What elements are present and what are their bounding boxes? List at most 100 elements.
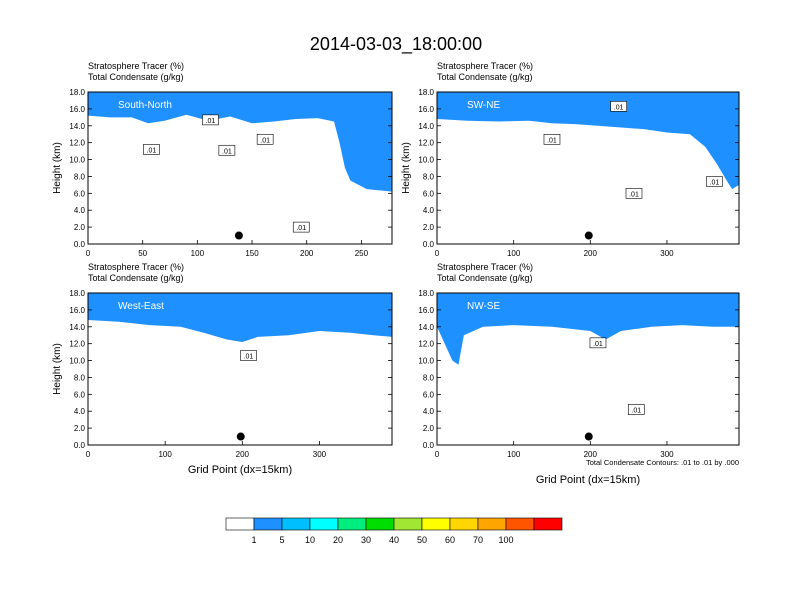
contour-label-box	[143, 144, 160, 155]
colorbar-label: 5	[279, 535, 284, 545]
plot-area: .01 .01 .01 .01 .01 South-North	[88, 92, 392, 244]
plot-frame	[436, 91, 740, 245]
y-tick-label: 4.0	[423, 407, 435, 416]
panel-header-tracer: Stratosphere Tracer (%)	[437, 262, 533, 272]
colorbar-cell	[225, 517, 255, 531]
tracer-band-11	[437, 293, 739, 365]
contour-label: .01	[710, 180, 720, 187]
contour-label-box	[202, 114, 219, 126]
x-tick-label: 100	[507, 450, 521, 459]
tracer-band-11	[437, 92, 739, 190]
panel-header-tracer: Stratosphere Tracer (%)	[437, 61, 533, 71]
colorbar-label: 100	[498, 535, 513, 545]
y-tick-label: 14.0	[418, 122, 434, 131]
colorbar-label: 70	[473, 535, 483, 545]
y-tick-label: 0.0	[74, 240, 86, 249]
colorbar-label: 10	[305, 535, 315, 545]
x-tick-label: 0	[86, 450, 91, 459]
tracer-band-11	[88, 293, 392, 342]
contour-label: .01	[206, 118, 216, 125]
colorbar-cell	[253, 517, 283, 531]
y-tick-label: 18.0	[418, 289, 434, 298]
contour-label: .01	[260, 137, 270, 144]
location-marker	[584, 231, 593, 240]
y-tick-label: 16.0	[69, 306, 85, 315]
x-axis-label: Grid Point (dx=15km)	[536, 474, 640, 486]
y-axis-label: Height (km)	[52, 142, 63, 194]
panel-header-condensate: Total Condensate (g/kg)	[88, 72, 184, 82]
contour-label: .01	[244, 353, 254, 360]
y-tick-label: 6.0	[74, 189, 86, 198]
contour-label: .01	[629, 191, 639, 198]
colorbar-label: 60	[445, 535, 455, 545]
y-tick-label: 6.0	[423, 390, 435, 399]
x-tick-label: 100	[158, 450, 172, 459]
colorbar-cell	[421, 517, 451, 531]
x-tick-label: 300	[313, 450, 327, 459]
y-tick-label: 2.0	[74, 424, 86, 433]
x-tick-label: 200	[584, 249, 598, 258]
plot-area: .01 West-East	[88, 293, 392, 445]
y-axis-label: Height (km)	[52, 343, 63, 395]
panel-3: Stratosphere Tracer (%)Total Condensate …	[52, 262, 393, 476]
direction-label: NW-SE	[467, 301, 500, 312]
panel-4: Stratosphere Tracer (%)Total Condensate …	[418, 262, 740, 486]
panel-header-tracer: Stratosphere Tracer (%)	[88, 262, 184, 272]
y-tick-label: 16.0	[418, 306, 434, 315]
x-tick-label: 200	[300, 249, 314, 258]
y-tick-label: 8.0	[423, 373, 435, 382]
y-tick-label: 2.0	[423, 424, 435, 433]
colorbar-cell	[533, 517, 563, 531]
plot-area: .01 .01 .01 .01 SW-NE	[437, 92, 739, 244]
x-tick-label: 100	[191, 249, 205, 258]
y-tick-label: 10.0	[69, 156, 85, 165]
contour-label-box	[589, 337, 607, 349]
contour-label: .01	[547, 137, 557, 144]
direction-label: West-East	[118, 301, 164, 312]
y-tick-label: 4.0	[74, 407, 86, 416]
contour-label-box	[240, 350, 257, 361]
x-axis-label: Grid Point (dx=15km)	[188, 464, 292, 476]
y-tick-label: 2.0	[423, 223, 435, 232]
colorbar-cell	[477, 517, 507, 531]
y-tick-label: 10.0	[418, 156, 434, 165]
panel-header-condensate: Total Condensate (g/kg)	[437, 273, 533, 283]
contour-label-box	[543, 133, 561, 145]
colorbar-label: 40	[389, 535, 399, 545]
colorbar-label: 50	[417, 535, 427, 545]
y-tick-label: 16.0	[418, 105, 434, 114]
y-tick-label: 2.0	[74, 223, 86, 232]
plot-frame	[87, 91, 393, 245]
y-tick-label: 18.0	[69, 289, 85, 298]
y-axis-label: Height (km)	[401, 142, 412, 194]
y-tick-label: 8.0	[74, 373, 86, 382]
panel-header-condensate: Total Condensate (g/kg)	[88, 273, 184, 283]
contour-label: .01	[222, 148, 232, 155]
contour-label-box	[610, 101, 627, 112]
x-tick-label: 50	[138, 249, 147, 258]
colorbar: 1 5 10 20 30 40 50 60 70 100	[225, 517, 563, 545]
x-tick-label: 0	[435, 450, 440, 459]
panel-header-condensate: Total Condensate (g/kg)	[437, 72, 533, 82]
location-marker	[236, 432, 245, 441]
y-tick-label: 12.0	[418, 340, 434, 349]
x-tick-label: 200	[236, 450, 250, 459]
colorbar-cell	[505, 517, 535, 531]
contour-label-box	[625, 188, 643, 199]
panel-2: Stratosphere Tracer (%)Total Condensate …	[401, 61, 740, 258]
x-tick-label: 0	[435, 249, 440, 258]
location-marker	[584, 432, 593, 441]
y-tick-label: 16.0	[69, 105, 85, 114]
y-tick-label: 0.0	[74, 441, 86, 450]
contour-label: .01	[593, 341, 603, 348]
y-tick-label: 18.0	[69, 88, 85, 97]
contour-label-box	[292, 221, 310, 233]
colorbar-cell	[393, 517, 423, 531]
colorbar-cell	[309, 517, 339, 531]
colorbar-label: 1	[251, 535, 256, 545]
colorbar-cell	[337, 517, 367, 531]
location-marker	[234, 231, 243, 240]
y-tick-label: 6.0	[423, 189, 435, 198]
colorbar-label: 20	[333, 535, 343, 545]
